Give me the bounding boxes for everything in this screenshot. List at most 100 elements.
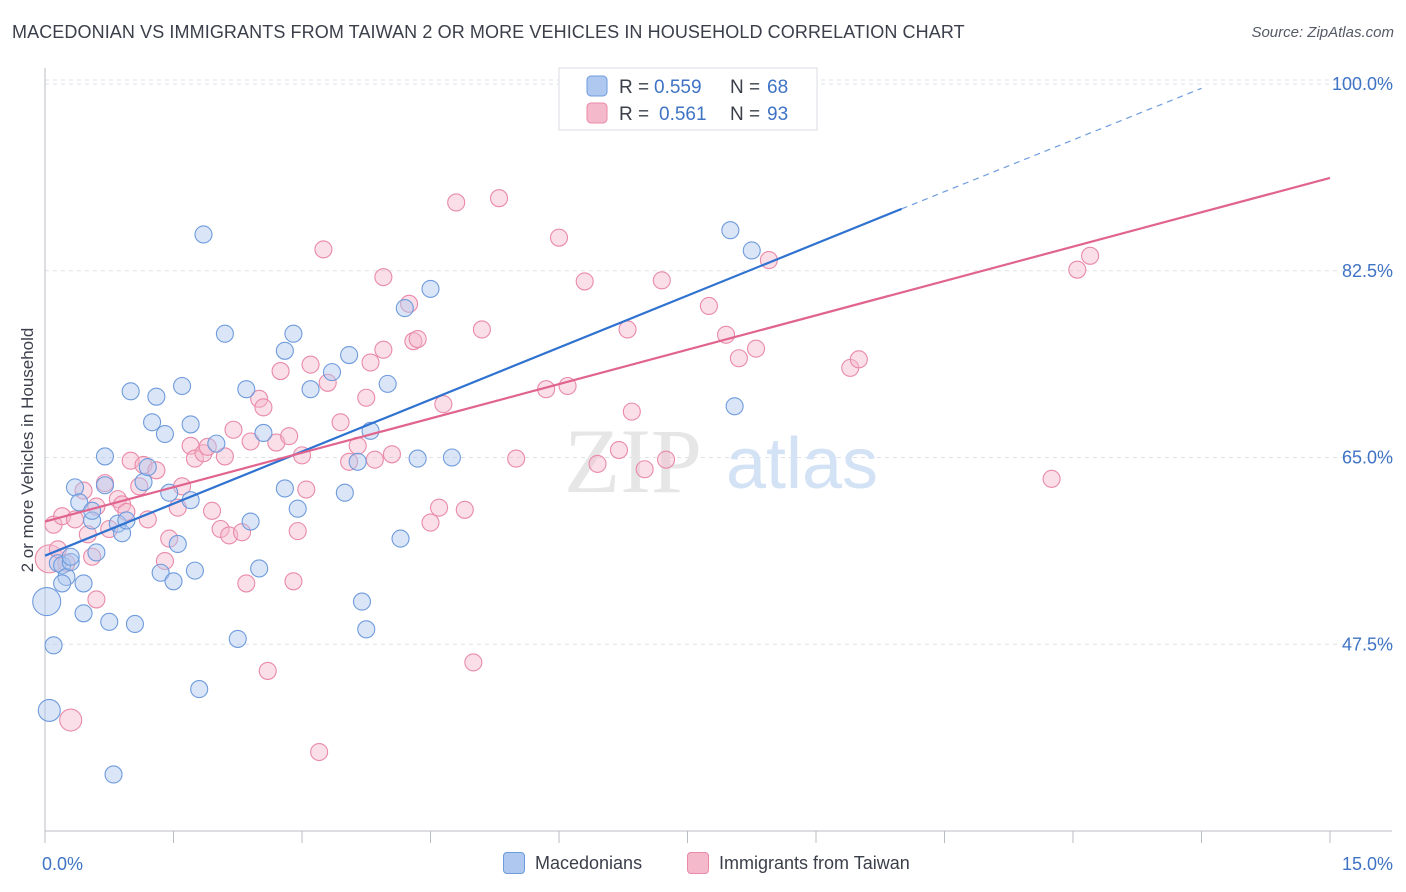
taiwan-trend-line — [44, 176, 1331, 523]
chart-title: MACEDONIAN VS IMMIGRANTS FROM TAIWAN 2 O… — [12, 22, 965, 42]
taiwan-point-50 — [314, 240, 333, 259]
macedonians-point-19 — [104, 765, 123, 784]
series-macedonians-points — [32, 221, 761, 784]
stats-legend-r-label-1: R = — [619, 77, 649, 98]
macedonians-point-55 — [348, 452, 367, 471]
macedonians-point-53 — [335, 483, 354, 502]
legend-swatch-macedonians — [503, 852, 525, 874]
taiwan-point-90 — [849, 350, 868, 369]
macedonians-point-26 — [138, 458, 157, 477]
series-immigrants-from-taiwan-points — [34, 74, 1100, 762]
taiwan-point-38 — [250, 389, 269, 408]
taiwan-point-37 — [241, 432, 260, 451]
taiwan-point-65 — [430, 498, 449, 517]
macedonians-point-17 — [95, 447, 115, 466]
legend-label-taiwan: Immigrants from Taiwan — [719, 852, 910, 873]
macedonians-point-30 — [155, 424, 174, 444]
macedonians-point-29 — [151, 563, 170, 582]
macedonians-point-18 — [100, 612, 119, 631]
taiwan-point-58 — [374, 268, 393, 287]
watermark: ZIP atlas — [564, 410, 878, 512]
x-tick-label-1: 15.0% — [1342, 854, 1393, 874]
macedonians-point-33 — [168, 534, 187, 553]
trend-lines — [44, 87, 1331, 557]
taiwan-point-32 — [215, 447, 234, 466]
taiwan-point-48 — [301, 355, 320, 374]
taiwan-point-30 — [203, 501, 222, 520]
macedonians-point-61 — [395, 299, 414, 318]
legend-item-taiwan: Immigrants from Taiwan — [687, 852, 910, 874]
taiwan-point-22 — [155, 551, 174, 571]
macedonians-point-66 — [725, 397, 744, 416]
macedonians-point-56 — [352, 592, 372, 611]
legend-swatch-taiwan — [687, 852, 709, 874]
y-tick-label-1: 65.0% — [1342, 448, 1393, 468]
taiwan-point-79 — [618, 320, 637, 339]
macedonians-point-34 — [173, 376, 192, 396]
taiwan-point-34 — [224, 420, 243, 439]
watermark-atlas: atlas — [726, 424, 878, 504]
taiwan-point-82 — [652, 271, 671, 290]
taiwan-point-80 — [622, 402, 641, 421]
taiwan-point-64 — [421, 513, 440, 532]
macedonians-point-47 — [275, 341, 294, 360]
taiwan-point-55 — [357, 388, 376, 407]
macedonians-point-54 — [340, 346, 359, 365]
stats-legend-r-value-1: 0.559 — [654, 77, 702, 98]
y-tick-label-0: 47.5% — [1342, 634, 1393, 654]
taiwan-point-81 — [635, 460, 654, 479]
macedonians-point-67 — [742, 241, 761, 260]
taiwan-point-92 — [1068, 260, 1087, 279]
taiwan-point-5 — [59, 708, 83, 732]
taiwan-point-77 — [588, 454, 607, 473]
macedonians-point-63 — [421, 279, 440, 298]
macedonians-point-25 — [134, 472, 153, 492]
macedonians-point-64 — [442, 448, 461, 467]
taiwan-point-67 — [447, 193, 466, 212]
taiwan-point-93 — [1081, 246, 1100, 265]
taiwan-point-47 — [297, 480, 316, 499]
taiwan-point-76 — [575, 272, 594, 291]
macedonians-point-12 — [74, 604, 93, 623]
taiwan-point-40 — [258, 661, 277, 680]
grid-layer — [45, 79, 1392, 645]
y-tick-label-2: 82.5% — [1342, 261, 1393, 281]
stats-legend-n-label-1: N = — [730, 77, 760, 98]
taiwan-point-23 — [160, 529, 179, 548]
macedonians-point-6 — [53, 574, 72, 593]
stats-legend-n-value-1: 68 — [767, 77, 788, 98]
macedonians-point-44 — [241, 512, 260, 531]
macedonians-point-40 — [207, 434, 226, 453]
macedonians-point-7 — [61, 553, 80, 572]
legend-item-macedonians: Macedonians — [503, 852, 642, 874]
taiwan-point-91 — [1042, 469, 1061, 488]
stats-legend-r-label-2: R = — [619, 104, 649, 125]
taiwan-point-83 — [657, 450, 676, 469]
taiwan-point-51 — [318, 373, 337, 392]
macedonians-point-43 — [237, 380, 256, 399]
taiwan-point-78 — [609, 440, 629, 460]
taiwan-point-49 — [310, 742, 329, 762]
taiwan-point-72 — [507, 449, 526, 468]
macedonians-point-28 — [147, 387, 166, 406]
chart-source: Source: ZipAtlas.com — [1251, 24, 1394, 41]
macedonians-point-37 — [185, 561, 204, 580]
macedonians-point-46 — [254, 423, 273, 443]
taiwan-point-71 — [489, 189, 509, 208]
taiwan-point-43 — [280, 427, 299, 446]
taiwan-point-66 — [434, 395, 453, 414]
taiwan-point-44 — [284, 572, 303, 591]
macedonians-point-27 — [143, 413, 162, 432]
taiwan-point-45 — [288, 522, 307, 541]
taiwan-point-27 — [185, 449, 204, 468]
taiwan-point-86 — [729, 349, 748, 368]
taiwan-point-87 — [746, 339, 766, 358]
macedonians-point-49 — [284, 324, 303, 343]
macedonians-point-11 — [74, 574, 93, 593]
taiwan-point-56 — [361, 353, 380, 372]
macedonians-trend-extension — [901, 87, 1202, 210]
macedonians-point-24 — [121, 382, 140, 401]
taiwan-point-36 — [237, 574, 256, 593]
legend-label-macedonians: Macedonians — [535, 852, 643, 873]
macedonians-point-41 — [215, 324, 234, 343]
